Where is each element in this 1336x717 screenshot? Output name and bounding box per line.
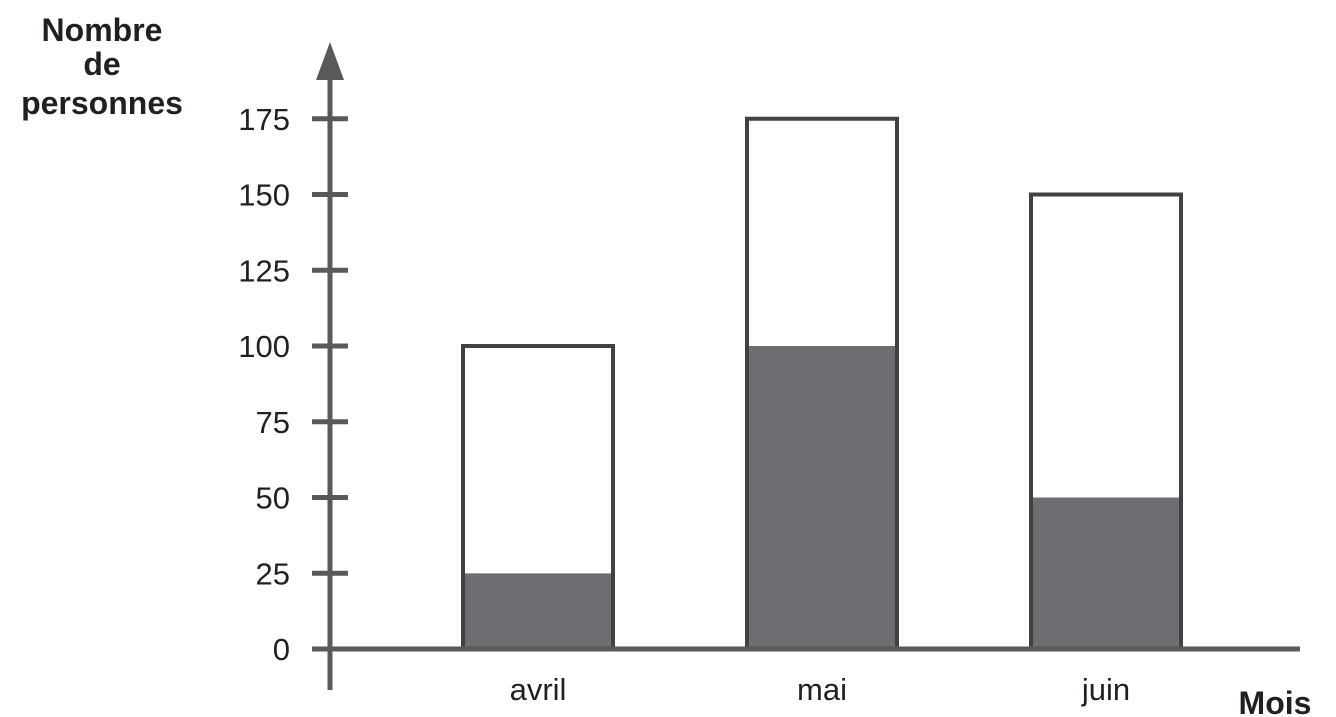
y-axis-title: Nombre de personnes <box>21 12 183 121</box>
x-category-label-juin: juin <box>1081 672 1130 707</box>
y-axis-title-line-2: de <box>83 46 120 82</box>
y-tick-label-0: 0 <box>273 632 290 667</box>
bar-juin-segment-1 <box>1031 497 1181 649</box>
x-category-label-avril: avril <box>510 672 567 707</box>
y-tick-label-50: 50 <box>256 481 290 516</box>
bars-group <box>461 116 1183 651</box>
axes-group <box>313 42 1300 690</box>
bar-mai-segment-1 <box>747 346 897 649</box>
y-tick-label-25: 25 <box>256 556 290 591</box>
bar-juin-segment-2 <box>1031 194 1181 498</box>
bar-avril-segment-2 <box>463 346 613 574</box>
y-tick-label-150: 150 <box>238 178 290 213</box>
y-ticks-group: 0 25 50 75 100 125 150 175 <box>238 102 348 667</box>
x-category-label-mai: mai <box>797 672 847 707</box>
bar-avril-segment-1 <box>463 573 613 649</box>
y-tick-label-125: 125 <box>238 253 290 288</box>
y-axis-title-line-1: Nombre <box>42 12 163 48</box>
y-tick-label-175: 175 <box>238 102 290 137</box>
y-tick-label-75: 75 <box>256 405 290 440</box>
x-categories-group: avril mai juin <box>510 672 1131 707</box>
y-axis-title-line-3: personnes <box>21 85 183 121</box>
y-tick-label-100: 100 <box>238 329 290 364</box>
y-axis-arrow <box>316 42 344 80</box>
x-axis-title: Mois <box>1239 685 1312 717</box>
bar-mai-segment-2 <box>747 118 897 346</box>
